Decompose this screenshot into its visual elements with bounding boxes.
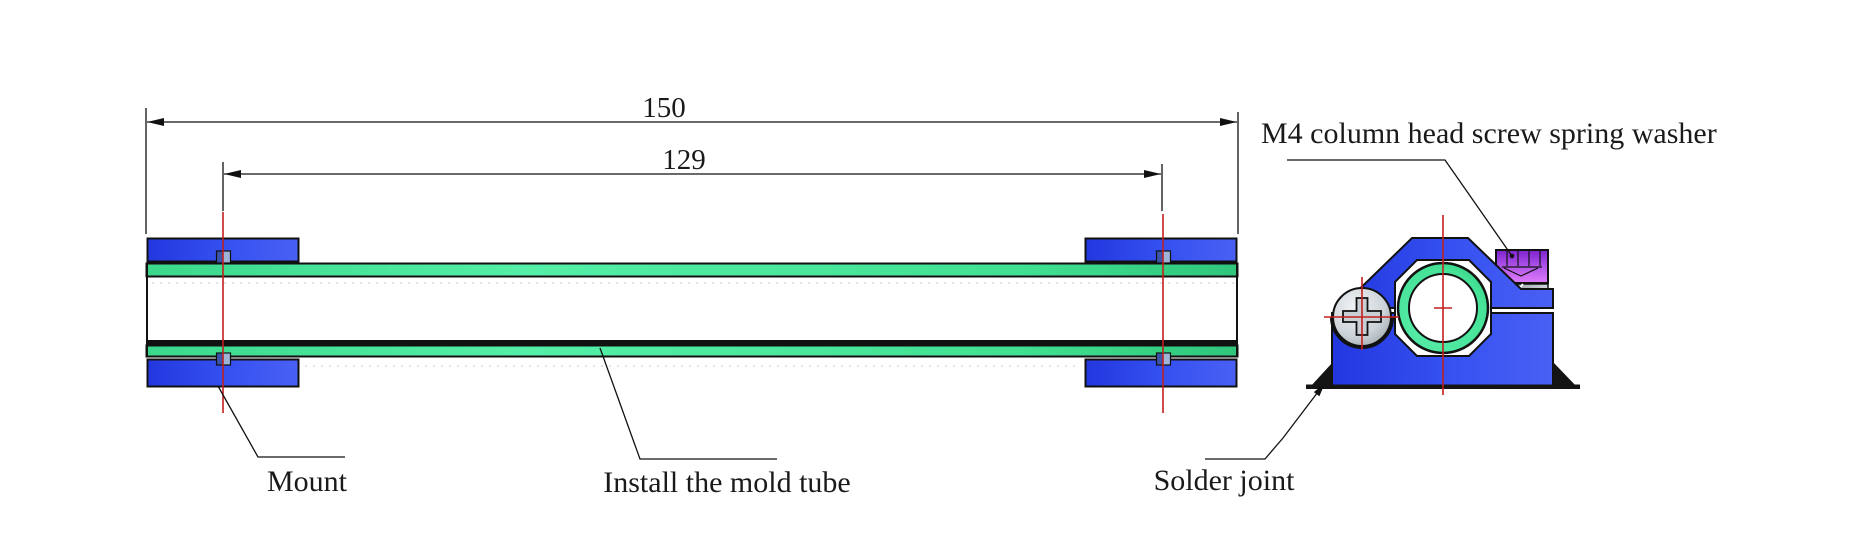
- dimension-129-value: 129: [662, 144, 706, 176]
- leader-mount: [217, 385, 345, 458]
- tube-top-wall: [145, 262, 1239, 278]
- label-solder-joint: Solder joint: [1154, 464, 1295, 497]
- dimension-150: [145, 108, 1239, 234]
- mount-blocks: [146, 237, 1238, 388]
- label-install-tube: Install the mold tube: [603, 466, 850, 499]
- leader-solder-arrowhead: [1313, 383, 1325, 397]
- solder-fillet-left: [1310, 362, 1333, 387]
- m4-screw-side-view: [1495, 249, 1549, 292]
- arrowhead-left: [147, 118, 164, 126]
- leader-lines: [217, 159, 1513, 460]
- dimension-129: [222, 162, 1163, 211]
- centerlines: [222, 212, 1452, 413]
- tube-inner-bottom-edge: [146, 340, 1238, 346]
- leader-install-tube: [599, 347, 777, 460]
- label-mount: Mount: [267, 465, 348, 498]
- arrowhead-right: [1220, 118, 1237, 126]
- leader-solder-joint: [1205, 387, 1322, 460]
- arrowhead-right: [1144, 170, 1161, 178]
- dimension-150-value: 150: [642, 92, 686, 124]
- solder-fillet-right: [1553, 362, 1577, 387]
- leader-m4-screw: [1287, 159, 1513, 257]
- label-m4-screw: M4 column head screw spring washer: [1261, 117, 1717, 150]
- tube-bottom-wall: [145, 344, 1239, 358]
- leader-m4-endpoint: [1509, 253, 1515, 259]
- socket-recess: [1503, 267, 1539, 277]
- tube-side-view: [145, 262, 1239, 367]
- arrowhead-left: [224, 170, 241, 178]
